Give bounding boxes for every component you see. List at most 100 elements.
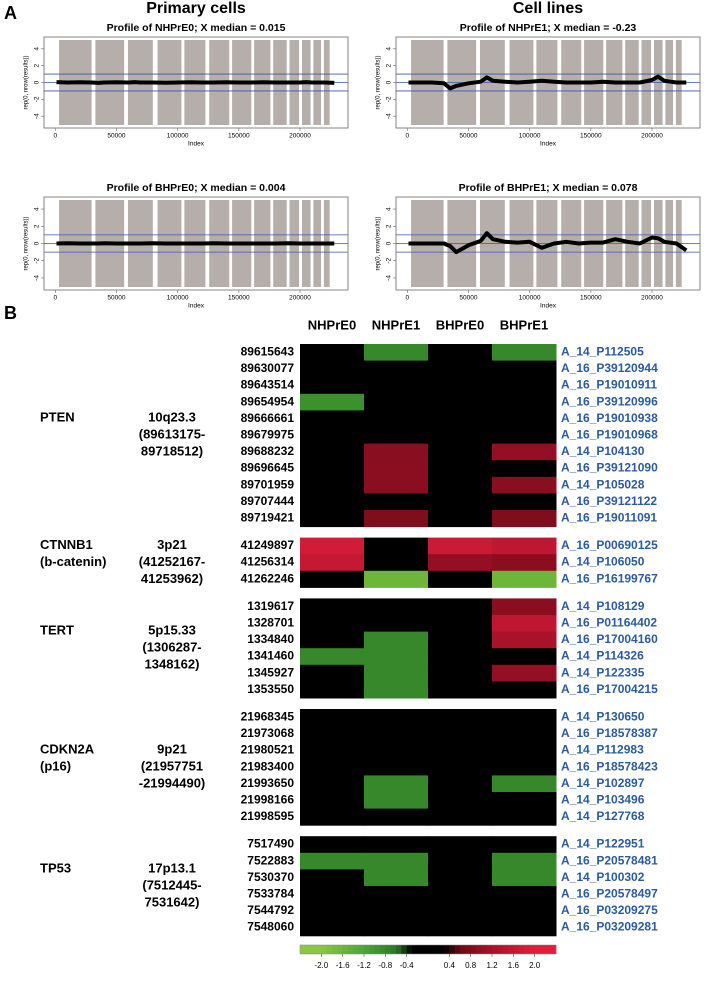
gene-locus: -21994490) (139, 776, 206, 791)
colorbar-segment (422, 945, 429, 954)
colorbar-tick-label: 0.4 (444, 961, 456, 970)
heatmap-cell (364, 725, 429, 743)
heatmap-cell (492, 808, 557, 826)
gene-locus: 9p21 (157, 742, 187, 757)
probe-id: A_14_P104130 (561, 444, 645, 458)
y-axis-label: rep(0, nrow(results)) (24, 55, 30, 109)
colorbar-segment (310, 945, 317, 954)
heatmap-cell (364, 427, 429, 445)
heatmap-cell (492, 648, 557, 666)
probe-id: A_14_P112983 (561, 743, 644, 757)
probe-position: 21983400 (241, 759, 295, 773)
heatmap-cell (492, 886, 557, 904)
heatmap-cell (428, 852, 493, 870)
x-tick-label: 100000 (519, 295, 541, 302)
heatmap-cell (364, 615, 429, 633)
heatmap-cell (364, 681, 429, 699)
heatmap-cell (300, 360, 365, 378)
probe-id: A_14_P130650 (561, 709, 645, 723)
panel-label: B (4, 303, 17, 323)
heatmap-cell (364, 852, 429, 870)
x-tick-label: 150000 (228, 133, 250, 140)
heatmap-cell (364, 344, 429, 362)
heatmap-cell (364, 808, 429, 826)
probe-id: A_16_P19010968 (561, 427, 658, 441)
heatmap-cell (492, 742, 557, 760)
y-tick-label: -2 (34, 96, 41, 102)
probe-position: 7522883 (247, 853, 294, 867)
y-axis-label: rep(0, nrow(results)) (376, 55, 382, 109)
colorbar-segment (401, 945, 408, 954)
gene-locus: 41253962) (141, 571, 203, 586)
heatmap-cell (428, 664, 493, 682)
heatmap-cell (428, 493, 493, 511)
probe-id: A_14_P100302 (561, 870, 645, 884)
colorbar-segment (454, 945, 461, 954)
heatmap-cell (300, 443, 365, 461)
x-tick-label: 150000 (580, 133, 602, 140)
colorbar-tick-label: 1.6 (508, 961, 520, 970)
colorbar-segment (438, 945, 445, 954)
y-tick-label: 0 (386, 241, 393, 245)
heatmap-cell (492, 902, 557, 920)
heatmap-cell (428, 648, 493, 666)
y-tick-label: -4 (34, 113, 41, 119)
probe-position: 89643514 (241, 378, 295, 392)
heatmap-cell (428, 570, 493, 588)
heatmap-cell (428, 615, 493, 633)
y-tick-label: 2 (34, 63, 41, 67)
heatmap-cell (428, 836, 493, 854)
heatmap-cell (364, 410, 429, 428)
x-tick-label: 0 (405, 133, 409, 140)
x-tick-label: 50000 (107, 133, 125, 140)
heatmap-cell (428, 344, 493, 362)
heatmap-cell (428, 792, 493, 810)
colorbar-tick-label: -1.6 (336, 961, 350, 970)
heatmap-cell (492, 664, 557, 682)
heatmap-cell (492, 570, 557, 588)
y-tick-label: -4 (34, 275, 41, 281)
heatmap-cell (492, 510, 557, 528)
heatmap-cell (364, 537, 429, 555)
gene-locus: 3p21 (157, 537, 187, 552)
probe-id: A_14_P127768 (561, 809, 645, 823)
gene-locus: (1306287- (142, 640, 201, 655)
heatmap-cell (300, 537, 365, 555)
heatmap-cell (300, 344, 365, 362)
heatmap-cell (364, 393, 429, 411)
colorbar-segment (369, 945, 376, 954)
heatmap-cell (364, 377, 429, 395)
x-tick-label: 50000 (107, 295, 125, 302)
heatmap-cell (492, 476, 557, 494)
gene-locus: 17p13.1 (148, 860, 196, 875)
x-tick-label: 100000 (519, 133, 541, 140)
heatmap-cell (428, 393, 493, 411)
heatmap-cell (300, 664, 365, 682)
probe-position: 1345927 (247, 665, 294, 679)
x-tick-label: 0 (53, 295, 57, 302)
heatmap-cell (428, 476, 493, 494)
x-tick-label: 100000 (167, 295, 189, 302)
y-tick-label: 0 (34, 241, 41, 245)
y-tick-label: -4 (386, 113, 393, 119)
probe-position: 89719421 (241, 510, 295, 524)
colorbar-segment (550, 945, 557, 954)
heatmap-cell (300, 493, 365, 511)
x-tick-label: 50000 (459, 295, 477, 302)
heatmap-cell (300, 598, 365, 616)
colorbar-segment (470, 945, 477, 954)
colorbar-segment (486, 945, 493, 954)
heatmap-cell (364, 886, 429, 904)
colorbar-segment (449, 945, 456, 954)
heatmap-cell (300, 792, 365, 810)
x-tick-label: 50000 (459, 133, 477, 140)
probe-id: A_14_P108129 (561, 599, 645, 613)
colorbar-segment (332, 945, 338, 954)
column-title: Primary cells (146, 0, 246, 17)
heatmap-cell (364, 919, 429, 937)
gene-name: CTNNB1 (40, 537, 93, 552)
plot-title: Profile of NHPrE1; X median = -0.23 (460, 22, 637, 34)
probe-id: A_16_P20578481 (561, 853, 658, 867)
heatmap-cell (300, 852, 365, 870)
x-tick-label: 150000 (228, 295, 250, 302)
